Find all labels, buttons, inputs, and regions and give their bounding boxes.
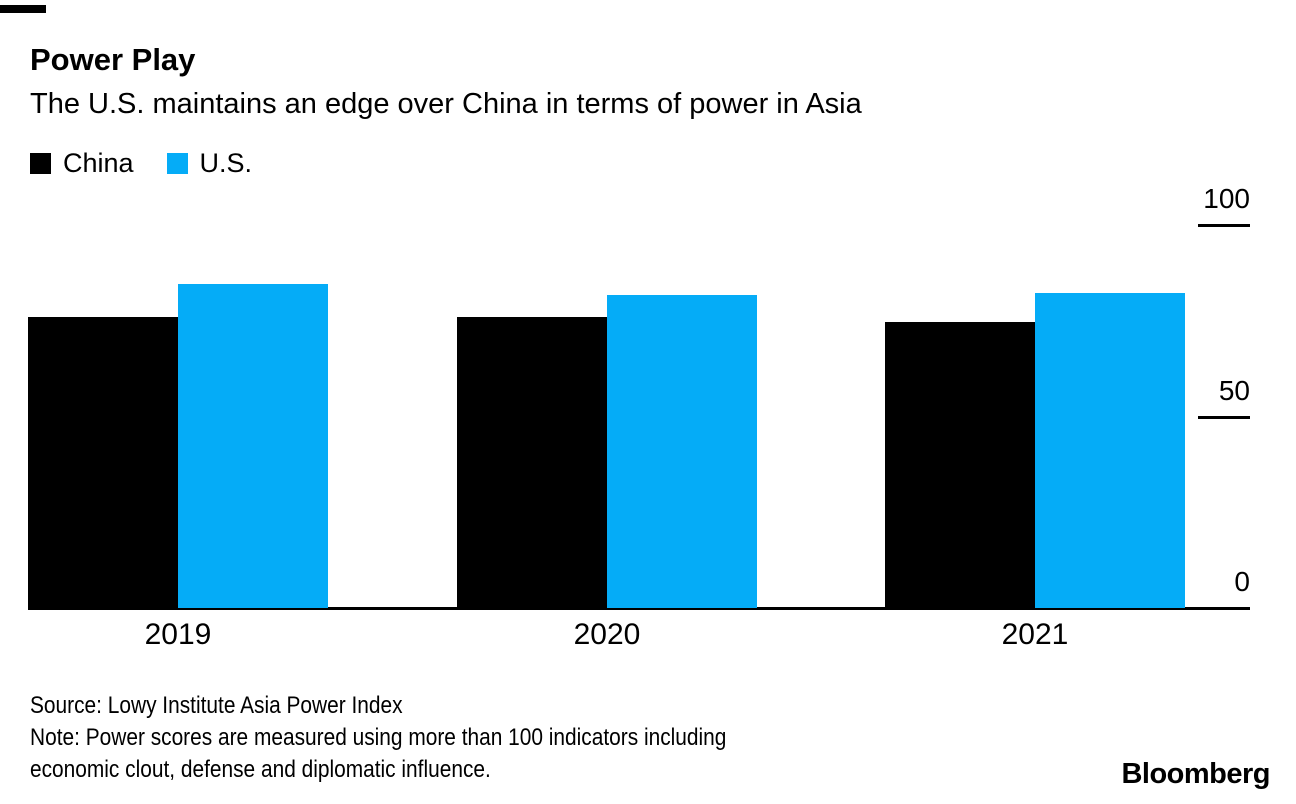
legend: China U.S. xyxy=(30,150,285,177)
top-left-brand-tick xyxy=(0,5,46,13)
bar-china-2020 xyxy=(457,316,607,608)
note-line-2: economic clout, defense and diplomatic i… xyxy=(30,756,491,783)
chart-subtitle: The U.S. maintains an edge over China in… xyxy=(30,88,862,120)
bar-us-2019 xyxy=(178,284,328,608)
y-axis-tick xyxy=(1198,224,1250,227)
legend-label-us: U.S. xyxy=(199,148,253,178)
y-axis-tick xyxy=(1198,607,1250,610)
x-axis-label-2021: 2021 xyxy=(1001,618,1069,651)
y-axis-tick xyxy=(1198,415,1250,419)
x-axis-label-2020: 2020 xyxy=(573,618,641,651)
bar-us-2020 xyxy=(607,295,757,608)
source-note: Source: Lowy Institute Asia Power Index … xyxy=(30,690,726,786)
bar-china-2021 xyxy=(885,322,1035,608)
legend-label-china: China xyxy=(63,148,134,178)
y-axis-tick-label-50: 50 xyxy=(1218,374,1250,406)
bar-us-2021 xyxy=(1035,293,1185,608)
legend-item-us: U.S. xyxy=(166,148,253,178)
x-axis-line xyxy=(28,607,1250,610)
china-swatch-icon xyxy=(30,153,51,174)
note-line-1: Note: Power scores are measured using mo… xyxy=(30,724,727,751)
bloomberg-logo: Bloomberg xyxy=(1121,758,1270,790)
bar-china-2019 xyxy=(28,317,178,608)
chart-title: Power Play xyxy=(30,42,196,77)
x-axis-label-2019: 2019 xyxy=(144,618,212,651)
y-axis-tick-label-100: 100 xyxy=(1203,183,1250,214)
us-swatch-icon xyxy=(166,153,188,174)
source-line: Source: Lowy Institute Asia Power Index xyxy=(30,692,403,719)
legend-item-china: China xyxy=(30,150,134,177)
y-axis-tick-label-0: 0 xyxy=(1234,566,1250,597)
